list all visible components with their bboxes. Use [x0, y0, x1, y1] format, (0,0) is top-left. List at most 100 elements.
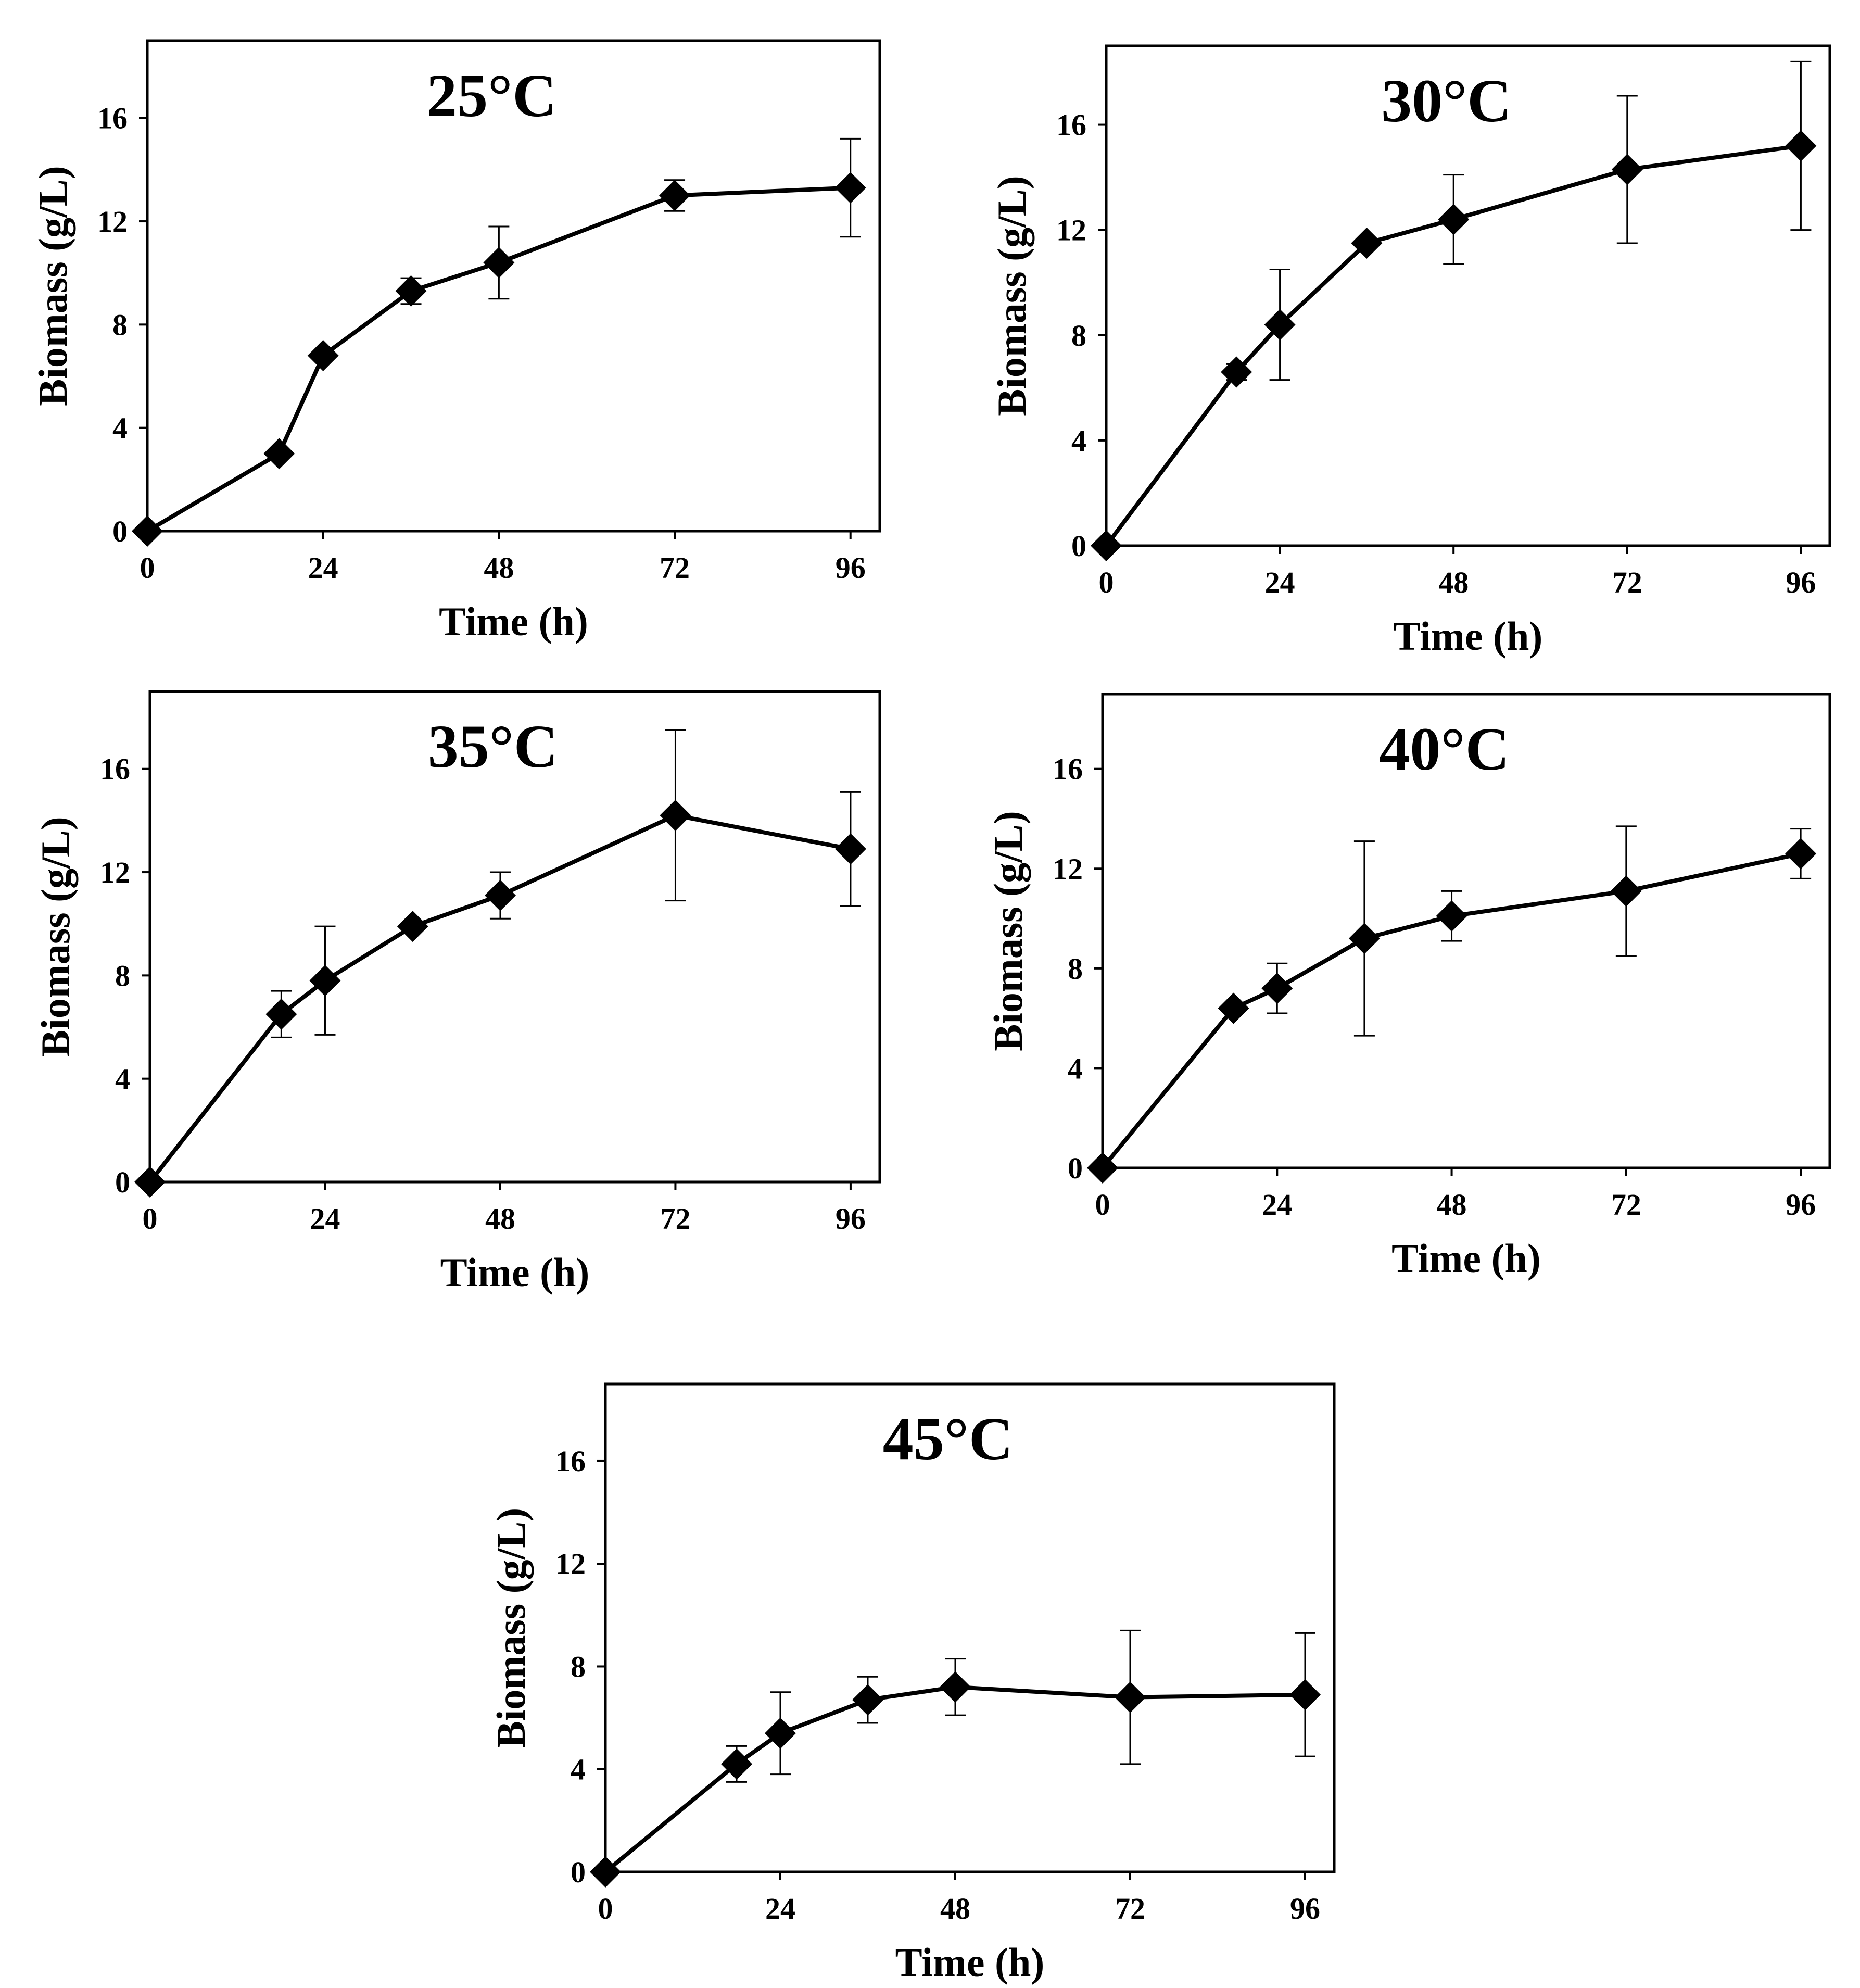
x-tick-label: 72 — [1115, 1892, 1145, 1926]
y-tick-label: 8 — [1068, 952, 1083, 986]
y-axis-title: Biomass (g/L) — [33, 816, 78, 1057]
y-tick-label: 4 — [571, 1753, 586, 1786]
data-point — [483, 247, 515, 279]
data-point — [659, 180, 691, 211]
y-axis-title: Biomass (g/L) — [985, 811, 1031, 1051]
y-tick-label: 4 — [1071, 424, 1086, 458]
x-axis-title: Time (h) — [1391, 1236, 1541, 1281]
panel-title: 30°C — [1381, 67, 1511, 135]
data-point — [1264, 309, 1296, 341]
y-tick-label: 8 — [571, 1650, 586, 1683]
y-axis-title: Biomass (g/L) — [989, 175, 1034, 416]
y-tick-label: 0 — [112, 514, 128, 548]
x-tick-label: 48 — [1437, 1188, 1467, 1222]
plot-frame — [146, 39, 881, 533]
y-axis-title: Biomass (g/L) — [30, 166, 75, 406]
plot-frame — [1101, 693, 1831, 1169]
data-point — [307, 339, 339, 371]
y-tick-label: 0 — [1068, 1151, 1083, 1185]
data-point — [484, 879, 516, 911]
y-axis-title: Biomass (g/L) — [488, 1508, 534, 1748]
panel-title: 25°C — [426, 61, 556, 130]
data-point — [1610, 875, 1642, 907]
data-point — [1221, 356, 1252, 388]
x-axis-title: Time (h) — [440, 1250, 590, 1295]
data-point — [134, 1166, 166, 1198]
x-tick-label: 48 — [940, 1892, 970, 1926]
data-point — [397, 911, 428, 942]
panel-title: 45°C — [883, 1405, 1013, 1473]
data-point — [765, 1717, 796, 1749]
data-point — [1091, 530, 1122, 561]
y-tick-label: 16 — [1053, 752, 1083, 786]
y-tick-label: 0 — [1071, 529, 1086, 563]
x-tick-label: 96 — [1786, 1188, 1816, 1222]
y-tick-label: 12 — [100, 855, 130, 889]
y-tick-label: 8 — [112, 308, 128, 342]
x-tick-label: 0 — [1099, 565, 1114, 599]
data-point — [1115, 1681, 1146, 1713]
y-tick-label: 16 — [100, 752, 130, 786]
y-tick-label: 0 — [115, 1165, 130, 1199]
data-point — [1785, 130, 1817, 161]
x-tick-label: 0 — [140, 551, 155, 585]
x-axis-title: Time (h) — [895, 1940, 1045, 1985]
data-point — [1348, 923, 1380, 954]
y-tick-label: 8 — [115, 959, 130, 992]
series-line — [148, 813, 851, 1184]
x-tick-label: 96 — [1786, 565, 1816, 599]
data-point — [309, 965, 341, 997]
data-point — [1785, 838, 1817, 870]
x-tick-label: 72 — [1612, 565, 1642, 599]
x-axis-title: Time (h) — [439, 599, 588, 644]
x-tick-label: 0 — [598, 1892, 613, 1926]
data-point — [940, 1671, 971, 1703]
x-tick-label: 96 — [1290, 1892, 1320, 1926]
data-point — [834, 172, 866, 204]
data-point — [1436, 900, 1467, 932]
x-tick-label: 72 — [660, 1202, 690, 1236]
x-axis-title: Time (h) — [1394, 613, 1543, 659]
data-point — [265, 998, 297, 1030]
data-point — [263, 438, 295, 470]
y-tick-label: 12 — [97, 205, 128, 238]
data-point — [1611, 154, 1643, 185]
x-tick-label: 24 — [1262, 1188, 1292, 1222]
data-point — [1351, 227, 1383, 259]
plot-frame — [604, 1382, 1336, 1873]
x-tick-label: 0 — [1095, 1188, 1110, 1222]
y-tick-label: 16 — [555, 1444, 586, 1478]
panel-title: 35°C — [428, 712, 558, 781]
data-point — [834, 833, 866, 865]
x-tick-label: 0 — [143, 1202, 158, 1236]
x-tick-label: 48 — [1438, 565, 1469, 599]
y-tick-label: 4 — [1068, 1051, 1083, 1085]
data-point — [852, 1684, 883, 1716]
x-tick-label: 96 — [836, 1202, 866, 1236]
data-point — [660, 799, 691, 831]
y-tick-label: 8 — [1071, 319, 1086, 353]
data-point — [590, 1856, 621, 1888]
data-point — [1289, 1679, 1321, 1710]
y-tick-label: 12 — [555, 1547, 586, 1581]
plot-frame — [1105, 44, 1831, 547]
x-tick-label: 72 — [660, 551, 690, 585]
panel-title: 40°C — [1379, 715, 1509, 783]
x-tick-label: 24 — [310, 1202, 340, 1236]
data-point — [132, 515, 163, 547]
data-point — [1218, 992, 1249, 1024]
x-tick-label: 72 — [1611, 1188, 1641, 1222]
y-tick-label: 4 — [115, 1062, 130, 1096]
y-tick-label: 16 — [97, 102, 128, 135]
data-point — [1438, 204, 1470, 235]
data-point — [1087, 1152, 1118, 1184]
data-point — [1261, 973, 1293, 1004]
y-tick-label: 12 — [1053, 852, 1083, 886]
y-tick-label: 12 — [1056, 213, 1086, 247]
x-tick-label: 48 — [484, 551, 514, 585]
